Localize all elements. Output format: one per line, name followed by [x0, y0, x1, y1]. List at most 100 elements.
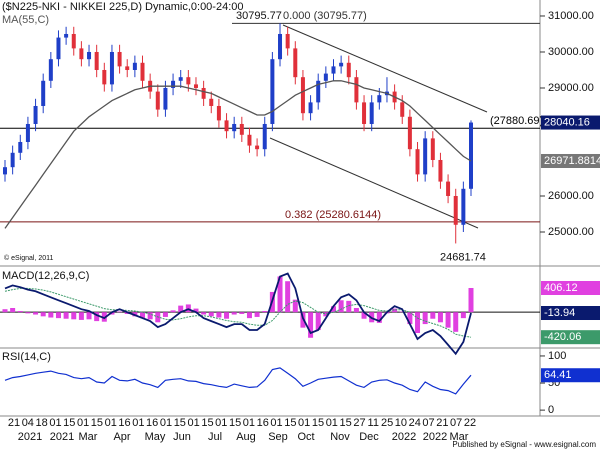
candle-body [270, 59, 275, 124]
x-tick-label: 15 [340, 417, 352, 429]
histogram-bar [430, 312, 436, 319]
rsi-title: RSI(14,C) [2, 351, 51, 363]
candle-body [239, 123, 244, 135]
chart-title: ($N225-NKI - NIKKEI 225,D) Dynamic,0:00-… [2, 1, 244, 13]
x-tick-label: 25 [381, 417, 393, 429]
histogram-bar [201, 312, 207, 315]
candle-body [232, 123, 237, 132]
histogram-bar [346, 300, 352, 313]
y-tick-label: 25000.00 [548, 226, 594, 238]
histogram-bar [330, 306, 336, 313]
x-tick-label: 16 [118, 417, 130, 429]
candle-body [377, 95, 382, 103]
level-label: (27880.69) [490, 115, 543, 127]
x-tick-label: 16 [257, 417, 269, 429]
candle-body [209, 98, 214, 106]
ma-label: MA(55,C) [2, 14, 49, 26]
candle-body [438, 159, 443, 182]
histogram-value-box [541, 280, 600, 295]
plot-layer: 31000.00 30000.00 29000.00 26000.00 25000.00… [0, 10, 600, 443]
candle-body [56, 37, 61, 60]
candle-body [369, 102, 374, 124]
candle-body [18, 141, 23, 153]
histogram-bar [140, 312, 146, 319]
x-tick-label: 01 [132, 417, 144, 429]
histogram-bar [453, 312, 459, 332]
x-tick-label: 01 [49, 417, 61, 429]
histogram-bar [178, 305, 184, 313]
histogram-bar [40, 312, 46, 317]
histogram-bar [2, 309, 8, 313]
x-tick-label: 01 [298, 417, 310, 429]
histogram-bar [33, 312, 39, 315]
x-month-label: 2021 [18, 431, 42, 443]
x-month-label: May [145, 431, 166, 443]
candle-body [331, 66, 336, 74]
candle-body [163, 87, 168, 110]
histogram-value: 406.12 [544, 282, 578, 294]
x-tick-label: 01 [188, 417, 200, 429]
histogram-bar [445, 312, 451, 328]
candle-body [10, 152, 15, 168]
x-tick-label: 27 [353, 417, 365, 429]
x-tick-label: 10 [395, 417, 407, 429]
candle-body [316, 80, 321, 103]
footer: Published by eSignal - www.esignal.com [452, 440, 596, 449]
candle-body [41, 80, 46, 106]
histogram-bar [10, 308, 16, 313]
x-tick-label: 01 [243, 417, 255, 429]
candle-body [255, 145, 260, 150]
candle-body [415, 149, 420, 175]
candle-body [64, 33, 69, 38]
x-tick-label: 24 [409, 417, 421, 429]
x-tick-label: 21 [8, 417, 20, 429]
histogram-bar [392, 308, 398, 313]
signal-value: -420.06 [544, 331, 581, 343]
candle-body [469, 122, 473, 189]
ma-value: 26971.8814 [544, 155, 600, 167]
histogram-bar [25, 312, 31, 314]
candle-body [25, 123, 30, 142]
histogram-bar [117, 311, 123, 313]
histogram-bar [460, 312, 466, 319]
candle-body [178, 77, 183, 81]
channel-line [269, 137, 479, 229]
x-tick-label: 15 [284, 417, 296, 429]
candle-body [186, 77, 191, 85]
histogram-bar [338, 300, 344, 313]
x-month-label: 2022 [423, 431, 447, 443]
candle-body [155, 91, 160, 110]
histogram-bar [323, 312, 329, 317]
x-tick-label: 18 [36, 417, 48, 429]
histogram-bar [407, 312, 413, 325]
x-tick-label: 15 [174, 417, 186, 429]
x-tick-label: 22 [464, 417, 476, 429]
histogram-bar [468, 287, 474, 313]
rsi-value-box [541, 368, 600, 383]
candle-body [171, 80, 176, 88]
x-month-label: Aug [236, 431, 256, 443]
histogram-bar [48, 312, 54, 318]
x-tick-label: 15 [229, 417, 241, 429]
x-tick-label: 01 [215, 417, 227, 429]
level-label: 0.382 (25280.6144) [285, 209, 381, 221]
x-tick-label: 01 [160, 417, 172, 429]
x-month-label: Nov [330, 431, 350, 443]
rsi-tick-label: 0 [548, 404, 554, 416]
x-tick-label: 16 [146, 417, 158, 429]
x-tick-label: 01 [105, 417, 117, 429]
x-tick-label: 07 [422, 417, 434, 429]
candle-body [109, 51, 114, 85]
macd-value-box [541, 306, 600, 321]
x-tick-label: 15 [63, 417, 75, 429]
x-tick-label: 21 [436, 417, 448, 429]
candle-body [87, 51, 92, 60]
candle-body [308, 102, 313, 114]
histogram-bar [415, 312, 421, 334]
histogram-bar [17, 310, 23, 313]
histogram-bar [285, 281, 291, 313]
histogram-bar [55, 312, 61, 319]
histogram-bar [170, 310, 176, 313]
candle-body [117, 51, 122, 67]
histogram-bar [101, 312, 107, 322]
